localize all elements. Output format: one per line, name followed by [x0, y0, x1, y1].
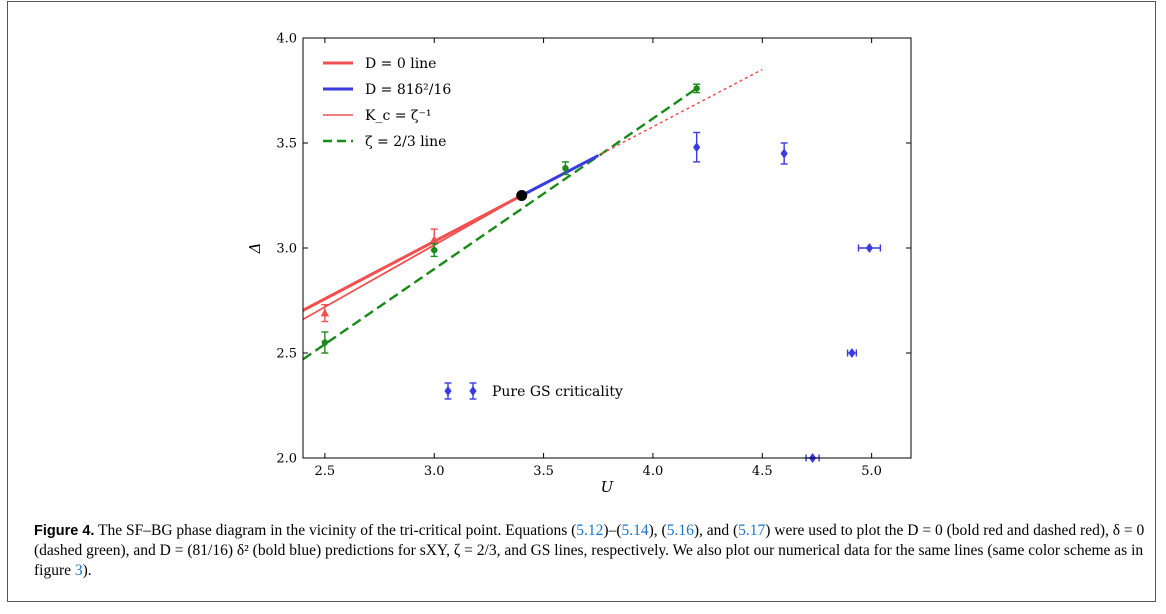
data-point-green — [562, 165, 569, 172]
caption-text: )–( — [603, 522, 622, 539]
series-line — [303, 87, 698, 361]
caption-text: ), ( — [648, 522, 667, 539]
caption-text: The SF–BG phase diagram in the vicinity … — [94, 522, 577, 539]
legend-label: D = 81δ²/16 — [365, 82, 451, 98]
data-point-blue — [848, 348, 856, 358]
y-tick-label: 4.0 — [276, 32, 297, 47]
data-point-green — [693, 85, 700, 92]
phase-diagram-chart: 2.5 3.0 3.5 4.0 4.5 5.0 2.0 2.5 3.0 3.5 4.0 U Δ D … — [246, 32, 912, 496]
caption-label: Figure 4. — [34, 523, 95, 539]
equation-link[interactable]: 5.16 — [666, 522, 694, 539]
caption-text: ), and ( — [693, 522, 739, 539]
equation-link[interactable]: 5.12 — [576, 522, 604, 539]
data-point-red — [430, 235, 439, 243]
data-point-green — [431, 246, 438, 254]
legend-label: K_c = ζ⁻¹ — [365, 108, 432, 124]
caption-text: ) were used to plot the D = 0 (bold red … — [34, 522, 1145, 579]
x-tick-label: 4.5 — [752, 464, 773, 479]
equation-link[interactable]: 5.14 — [621, 522, 649, 539]
data-point-green — [321, 339, 329, 346]
x-tick-label: 4.0 — [643, 464, 664, 479]
x-axis-label: U — [601, 478, 615, 496]
data-point-blue — [693, 142, 701, 153]
figure-link[interactable]: 3 — [74, 562, 83, 579]
data-point-blue — [865, 243, 874, 253]
tricritical-point — [516, 190, 528, 201]
y-tick-label: 3.5 — [276, 137, 297, 152]
data-point-red — [320, 308, 330, 317]
data-point-blue — [780, 148, 788, 159]
legend-label: ζ = 2/3 line — [365, 134, 446, 150]
inset-legend-marker — [469, 386, 477, 396]
y-tick-label: 3.0 — [276, 242, 297, 257]
y-tick-label: 2.5 — [276, 347, 297, 362]
legend-label: D = 0 line — [365, 56, 436, 72]
x-tick-label: 3.5 — [533, 464, 554, 479]
x-tick-label: 2.5 — [315, 464, 336, 479]
y-axis-label: Δ — [246, 243, 264, 255]
x-tick-label: 5.0 — [861, 464, 882, 479]
equation-link[interactable]: 5.17 — [738, 522, 766, 539]
figure-caption: Figure 4. The SF–BG phase diagram in the… — [34, 521, 1149, 581]
inset-legend-marker — [444, 386, 452, 396]
y-tick-label: 2.0 — [276, 452, 297, 467]
figure-frame: 2.5 3.0 3.5 4.0 4.5 5.0 2.0 2.5 3.0 3.5 4.0 U Δ D … — [7, 1, 1156, 602]
series-line — [303, 194, 523, 312]
caption-text: ). — [82, 562, 92, 579]
x-tick-label: 3.0 — [424, 464, 445, 479]
series-line — [521, 154, 599, 197]
inset-legend-label: Pure GS criticality — [492, 384, 623, 400]
